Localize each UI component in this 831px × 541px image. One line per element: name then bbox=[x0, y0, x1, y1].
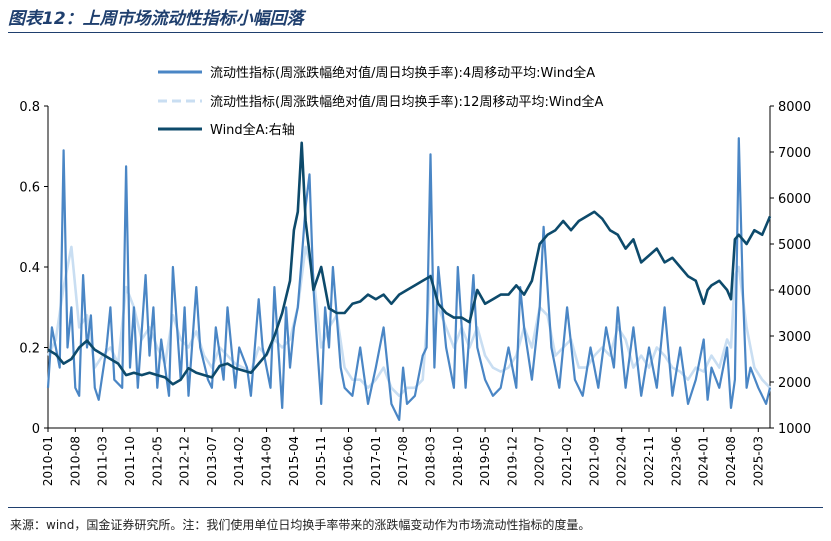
series-layer bbox=[46, 137, 772, 421]
y-right-tick-label: 2000 bbox=[778, 376, 811, 391]
legend-label-4w: 流动性指标(周涨跌幅绝对值/周日均换手率):4周移动平均:Wind全A bbox=[210, 65, 595, 81]
x-tick-label: 2012-05 bbox=[150, 436, 164, 486]
x-tick-label: 2024-01 bbox=[697, 436, 711, 486]
series-liquidity-4w-line bbox=[46, 137, 772, 421]
legend-label-wind-a: Wind全A:右轴 bbox=[210, 122, 295, 138]
x-tick-label: 2015-11 bbox=[314, 436, 328, 486]
series-wind-a-line bbox=[47, 141, 772, 386]
x-tick-label: 2022-04 bbox=[615, 436, 629, 486]
x-tick-label: 2019-05 bbox=[478, 436, 492, 486]
chart-title: 图表12：上周市场流动性指标小幅回落 bbox=[8, 9, 304, 29]
legend-label-12w: 流动性指标(周涨跌幅绝对值/周日均换手率):12周移动平均:Wind全A bbox=[210, 94, 603, 110]
x-tick-label: 2012-12 bbox=[178, 436, 192, 486]
y-right-tick-label: 6000 bbox=[778, 192, 811, 207]
x-tick-label: 2018-03 bbox=[423, 436, 437, 486]
title-divider bbox=[8, 32, 823, 33]
y-axis-right-ticks: 1000 2000 3000 4000 5000 6000 7000 8000 bbox=[770, 100, 811, 437]
y-right-tick-label: 7000 bbox=[778, 146, 811, 161]
x-tick-label: 2022-11 bbox=[642, 436, 656, 486]
x-tick-label: 2017-01 bbox=[369, 436, 383, 486]
x-tick-label: 2011-10 bbox=[123, 436, 137, 486]
x-tick-label: 2017-08 bbox=[396, 436, 410, 486]
y-right-tick-label: 1000 bbox=[778, 422, 811, 437]
x-tick-label: 2016-06 bbox=[342, 436, 356, 486]
x-tick-label: 2018-10 bbox=[451, 436, 465, 486]
legend: 流动性指标(周涨跌幅绝对值/周日均换手率):4周移动平均:Wind全A 流动性指… bbox=[158, 65, 603, 138]
x-tick-label: 2011-03 bbox=[96, 436, 110, 486]
x-tick-label: 2015-04 bbox=[287, 436, 301, 486]
y-right-tick-label: 3000 bbox=[778, 330, 811, 345]
x-tick-label: 2014-02 bbox=[232, 436, 246, 486]
y-right-tick-label: 5000 bbox=[778, 238, 811, 253]
x-tick-label: 2013-07 bbox=[205, 436, 219, 486]
x-axis-ticks: 2010-01 2010-08 2011-03 2011-10 2012-05 2012-… bbox=[41, 428, 765, 486]
x-tick-label: 2014-09 bbox=[260, 436, 274, 486]
x-tick-label: 2024-08 bbox=[724, 436, 738, 486]
y-axis-left-ticks: 0 0.2 0.4 0.6 0.8 bbox=[19, 100, 48, 437]
y-left-tick-label: 0.6 bbox=[19, 181, 40, 196]
y-left-tick-label: 0.4 bbox=[19, 261, 40, 276]
x-tick-label: 2023-06 bbox=[669, 436, 683, 486]
y-right-tick-label: 8000 bbox=[778, 100, 811, 115]
x-tick-label: 2020-07 bbox=[533, 436, 547, 486]
y-right-tick-label: 4000 bbox=[778, 284, 811, 299]
source-note: 来源：wind，国金证券研究所。注：我们使用单位日均换手率带来的涨跌幅变动作为市… bbox=[10, 518, 591, 532]
x-tick-label: 2025-03 bbox=[751, 436, 765, 486]
y-left-tick-label: 0.8 bbox=[19, 100, 40, 115]
x-tick-label: 2010-01 bbox=[41, 436, 55, 486]
x-tick-label: 2021-09 bbox=[587, 436, 601, 486]
x-tick-label: 2019-12 bbox=[505, 436, 519, 486]
x-tick-label: 2021-02 bbox=[560, 436, 574, 486]
y-left-tick-label: 0 bbox=[32, 422, 40, 437]
footer-divider bbox=[8, 507, 823, 508]
y-left-tick-label: 0.2 bbox=[19, 342, 40, 357]
x-tick-label: 2010-08 bbox=[68, 436, 82, 486]
